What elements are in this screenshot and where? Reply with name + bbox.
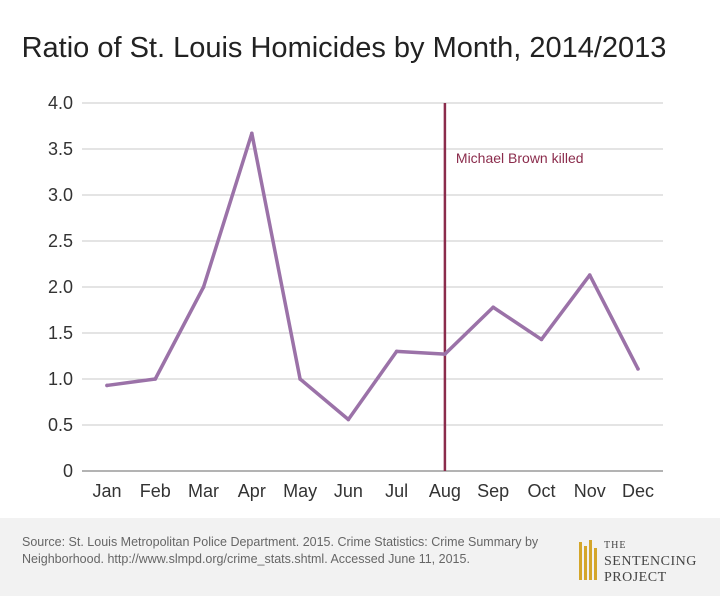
chart-title: Ratio of St. Louis Homicides by Month, 2… <box>22 32 667 64</box>
data-point-feb <box>153 377 158 381</box>
x-axis-ticks: Jan Feb Mar Apr May Jun Jul Aug Sep Oct Nov Dec <box>92 481 654 501</box>
logo-text: THE SENTENCING PROJECT <box>604 538 697 586</box>
y-tick-label: 2.0 <box>48 277 73 297</box>
logo-line2: SENTENCING <box>604 554 697 569</box>
series-layer <box>105 131 640 422</box>
y-tick-label: 4.0 <box>48 93 73 113</box>
data-point-jan <box>105 383 109 388</box>
data-point-jul <box>394 349 399 354</box>
y-tick-label: 0 <box>63 461 73 481</box>
x-tick-label: Jan <box>92 481 121 501</box>
logo-line3: PROJECT <box>604 570 667 585</box>
data-point-apr <box>250 131 254 136</box>
x-tick-label: Apr <box>238 481 266 501</box>
x-tick-label: Aug <box>429 481 461 501</box>
data-point-mar <box>201 285 206 289</box>
y-axis-ticks: 0 0.5 1.0 1.5 2.0 2.5 3.0 3.5 4.0 <box>48 93 73 481</box>
x-tick-label: Oct <box>527 481 555 501</box>
data-point-nov <box>587 273 592 277</box>
homicide-ratio-chart: Ratio of St. Louis Homicides by Month, 2… <box>22 32 667 501</box>
y-tick-label: 0.5 <box>48 415 73 435</box>
x-tick-label: May <box>283 481 317 501</box>
y-tick-label: 3.0 <box>48 185 73 205</box>
annotation: Michael Brown killed <box>443 103 584 471</box>
event-marker-label: Michael Brown killed <box>456 150 584 166</box>
data-point-jun <box>346 417 351 422</box>
y-tick-label: 1.5 <box>48 323 73 343</box>
x-tick-label: Jul <box>385 481 408 501</box>
x-tick-label: Dec <box>622 481 654 501</box>
logo-bars-icon <box>579 540 597 580</box>
data-point-sep <box>491 305 495 310</box>
data-point-may <box>298 377 302 381</box>
source-note: Source: St. Louis Metropolitan Police De… <box>22 535 539 566</box>
x-tick-label: Mar <box>188 481 219 501</box>
sentencing-project-logo: THE SENTENCING PROJECT <box>578 536 708 586</box>
x-tick-label: Jun <box>334 481 363 501</box>
x-tick-label: Sep <box>477 481 509 501</box>
y-tick-label: 1.0 <box>48 369 73 389</box>
footer: Source: St. Louis Metropolitan Police De… <box>0 518 720 596</box>
x-tick-label: Nov <box>574 481 606 501</box>
logo-line1: THE <box>604 540 627 551</box>
series-line <box>105 131 640 422</box>
y-tick-label: 3.5 <box>48 139 73 159</box>
data-point-aug <box>443 352 447 356</box>
data-point-dec <box>636 367 640 371</box>
x-tick-label: Feb <box>140 481 171 501</box>
y-tick-label: 2.5 <box>48 231 73 251</box>
data-point-oct <box>539 337 544 342</box>
